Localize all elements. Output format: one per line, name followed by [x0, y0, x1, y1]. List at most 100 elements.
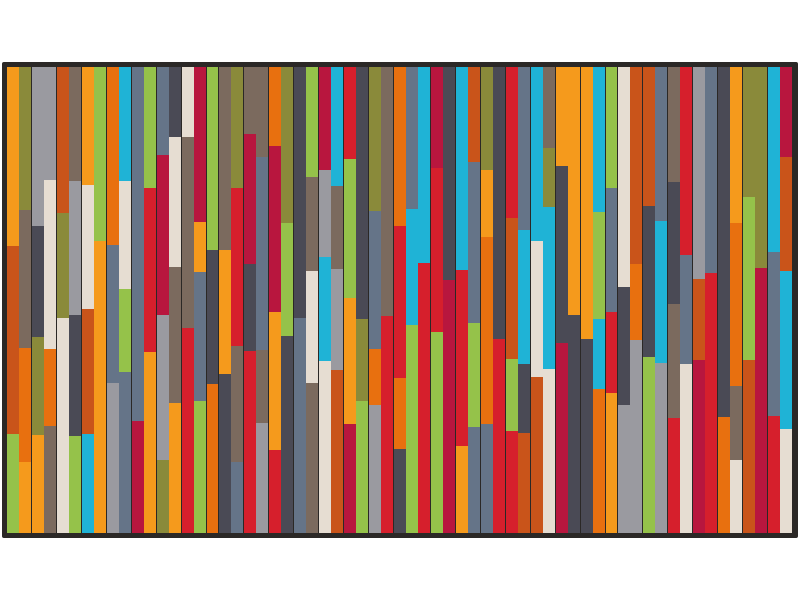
stripe-segment — [243, 350, 256, 533]
stripe-segment — [642, 67, 655, 206]
stripe-segment — [393, 226, 406, 378]
stripe-segment — [692, 278, 705, 361]
stripe — [593, 67, 605, 533]
stripe-segment — [194, 67, 206, 223]
stripe-segment — [630, 67, 643, 264]
stripe-segment — [243, 263, 256, 351]
stripe-segment — [480, 236, 493, 425]
stripe-segment — [256, 422, 269, 533]
stripe-segment — [318, 256, 331, 361]
stripe-segment — [256, 67, 269, 158]
stripe-segment — [69, 181, 82, 316]
stripe-segment — [730, 385, 743, 461]
stripe-segment — [755, 67, 768, 268]
stripe-segment — [505, 67, 518, 219]
stripe-segment — [443, 67, 456, 280]
stripe-segment — [780, 429, 793, 533]
stripe-segment — [368, 404, 381, 533]
stripe-segment — [306, 382, 319, 533]
stripe-segment — [31, 67, 44, 226]
stripe-segment — [543, 207, 556, 369]
stripe-segment — [318, 170, 331, 257]
stripe-segment — [356, 67, 369, 319]
stripe-segment — [742, 197, 755, 361]
stripe-segment — [767, 67, 780, 253]
stripe-segment — [518, 230, 531, 364]
stripe-segment — [293, 318, 306, 533]
stripe-segment — [44, 180, 57, 349]
stripe-segment — [268, 312, 281, 450]
stripe — [169, 67, 182, 533]
stripe-segment — [19, 348, 32, 463]
stripe-segment — [655, 221, 668, 363]
stripe-segment — [393, 377, 406, 450]
stripe-segment — [593, 388, 605, 533]
stripe-segment — [343, 159, 356, 298]
stripe — [642, 67, 655, 533]
stripe — [243, 67, 256, 533]
stripe-segment — [430, 332, 443, 533]
stripe-segment — [318, 360, 331, 533]
stripe-segment — [81, 308, 94, 435]
stripe-segment — [231, 188, 244, 347]
stripe-segment — [493, 67, 506, 339]
stripe-segment — [705, 67, 718, 273]
stripe-segment — [181, 67, 194, 138]
stripe-segment — [144, 188, 157, 353]
stripe-segment — [518, 432, 531, 533]
stripe-segment — [56, 318, 69, 533]
stripe — [418, 67, 431, 533]
stripe-segment — [742, 67, 755, 198]
stripe-segment — [580, 67, 593, 340]
stripe-segment — [418, 67, 431, 263]
stripe — [231, 67, 244, 533]
stripe-segment — [81, 434, 94, 533]
stripe-segment — [780, 156, 793, 271]
stripe — [443, 67, 456, 533]
stripe — [131, 67, 144, 533]
stripe-segment — [69, 315, 82, 436]
stripe-segment — [468, 323, 481, 427]
stripe-field — [7, 67, 793, 533]
stripe-segment — [630, 263, 643, 340]
stripe — [206, 67, 219, 533]
stripe-segment — [530, 376, 543, 533]
stripe — [630, 67, 643, 533]
stripe-segment — [605, 187, 618, 312]
stripe-segment — [655, 67, 668, 222]
stripe-segment — [480, 424, 493, 533]
stripe-segment — [268, 449, 281, 533]
stripe — [530, 67, 543, 533]
stripe-segment — [705, 272, 718, 533]
stripe-segment — [194, 272, 206, 401]
stripe-segment — [156, 460, 169, 533]
stripe-segment — [505, 218, 518, 360]
stripe-segment — [593, 212, 605, 319]
stripe — [617, 67, 630, 533]
stripe-segment — [94, 240, 107, 533]
stripe-segment — [356, 318, 369, 401]
stripe-segment — [281, 67, 294, 223]
stripe-segment — [767, 252, 780, 417]
stripe — [381, 67, 394, 533]
stripe — [705, 67, 718, 533]
stripe — [31, 67, 44, 533]
stripe — [518, 67, 531, 533]
stripe-segment — [331, 67, 344, 186]
stripe-segment — [617, 404, 630, 533]
stripe — [680, 67, 693, 533]
stripe-segment — [231, 346, 244, 463]
stripe — [218, 67, 231, 533]
stripe — [81, 67, 94, 533]
stripe-segment — [368, 211, 381, 349]
stripe-segment — [256, 350, 269, 423]
stripe-segment — [318, 67, 331, 171]
stripe — [455, 67, 468, 533]
stripe-segment — [169, 67, 182, 137]
stripe-segment — [69, 435, 82, 533]
stripe — [156, 67, 169, 533]
stripe-segment — [555, 165, 568, 344]
stripe-segment — [306, 177, 319, 272]
stripe-segment — [144, 67, 157, 188]
stripe-segment — [617, 67, 630, 287]
